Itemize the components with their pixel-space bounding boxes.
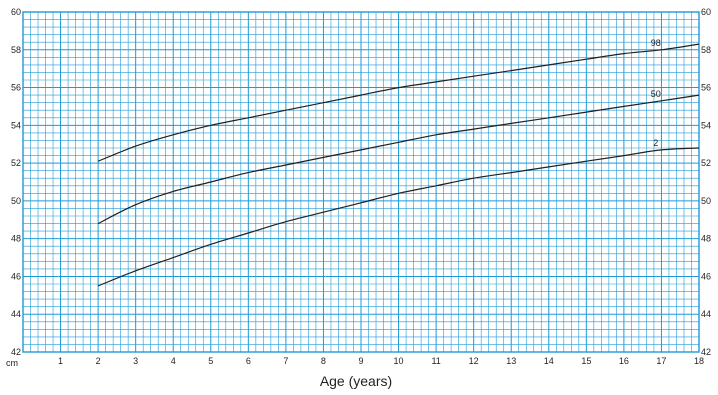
- x-tick-label: 16: [619, 356, 629, 366]
- y-tick-label-right: 54: [701, 120, 711, 130]
- x-tick-label: 7: [283, 356, 288, 366]
- y-tick-label-left: 48: [11, 234, 21, 244]
- x-tick-label: 18: [694, 356, 704, 366]
- percentile-curve-50: [97, 94, 700, 225]
- curve-label-98: 98: [651, 38, 661, 48]
- y-tick-label-right: 56: [701, 83, 711, 93]
- x-axis-label: Age (years): [320, 373, 392, 389]
- y-tick-label-left: 54: [11, 120, 21, 130]
- x-tick-label: 6: [246, 356, 251, 366]
- y-tick-label-left: 44: [11, 309, 21, 319]
- y-tick-label-right: 46: [701, 271, 711, 281]
- y-tick-label-left: 60: [11, 7, 21, 17]
- x-tick-label: 5: [208, 356, 213, 366]
- percentile-curves: 98 50 2: [97, 38, 700, 287]
- y-tick-label-right: 60: [701, 7, 711, 17]
- x-tick-label: 8: [321, 356, 326, 366]
- x-tick-label: 10: [394, 356, 404, 366]
- y-tick-label-left: 42: [11, 347, 21, 357]
- x-tick-label: 1: [58, 356, 63, 366]
- y-tick-label-right: 50: [701, 196, 711, 206]
- x-tick-label: 12: [469, 356, 479, 366]
- y-unit-label: cm: [6, 358, 18, 368]
- plot-border: [22, 11, 700, 353]
- y-tick-label-right: 52: [701, 158, 711, 168]
- y-tick-label-right: 48: [701, 234, 711, 244]
- y-tick-label-left: 58: [11, 45, 21, 55]
- x-tick-label: 2: [96, 356, 101, 366]
- x-tick-label: 15: [581, 356, 591, 366]
- curve-label-50: 50: [651, 89, 661, 99]
- y-tick-label-left: 46: [11, 271, 21, 281]
- percentile-curve-98: [97, 43, 700, 162]
- x-tick-label: 9: [358, 356, 363, 366]
- x-tick-label: 11: [431, 356, 440, 366]
- y-tick-label-right: 42: [701, 347, 711, 357]
- grid: [22, 11, 700, 353]
- y-tick-label-left: 56: [11, 83, 21, 93]
- y-tick-label-right: 58: [701, 45, 711, 55]
- percentile-curve-2: [97, 147, 700, 287]
- x-tick-label: 4: [171, 356, 176, 366]
- x-tick-label: 13: [506, 356, 516, 366]
- y-tick-label-left: 50: [11, 196, 21, 206]
- x-tick-label: 17: [656, 356, 666, 366]
- y-tick-label-left: 52: [11, 158, 21, 168]
- x-tick-label: 14: [544, 356, 554, 366]
- y-tick-label-right: 44: [701, 309, 711, 319]
- x-tick-label: 3: [133, 356, 138, 366]
- curve-label-2: 2: [653, 138, 658, 148]
